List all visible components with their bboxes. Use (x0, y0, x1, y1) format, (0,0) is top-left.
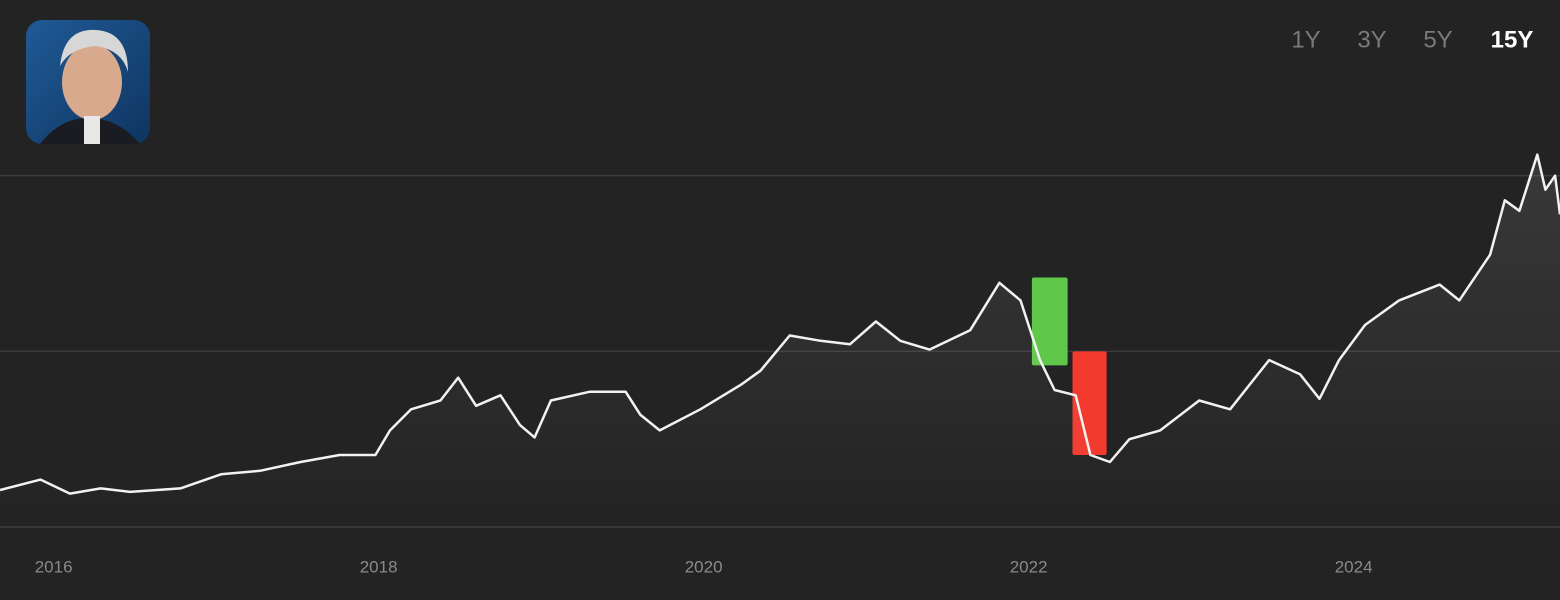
x-tick-label: 2022 (1010, 557, 1048, 576)
x-tick-label: 2024 (1335, 557, 1373, 576)
range-button[interactable]: 1Y (1291, 26, 1320, 53)
x-tick-label: 2020 (685, 557, 723, 576)
range-button[interactable]: 3Y (1357, 26, 1386, 53)
avatar (26, 20, 150, 144)
x-tick-label: 2016 (35, 557, 73, 576)
range-bar (1031, 277, 1068, 366)
price-line (0, 153, 1560, 495)
range-button[interactable]: 15Y (1491, 26, 1534, 53)
line-area (0, 154, 1560, 527)
x-tick-label: 2018 (360, 557, 398, 576)
range-button[interactable]: 5Y (1423, 26, 1452, 53)
